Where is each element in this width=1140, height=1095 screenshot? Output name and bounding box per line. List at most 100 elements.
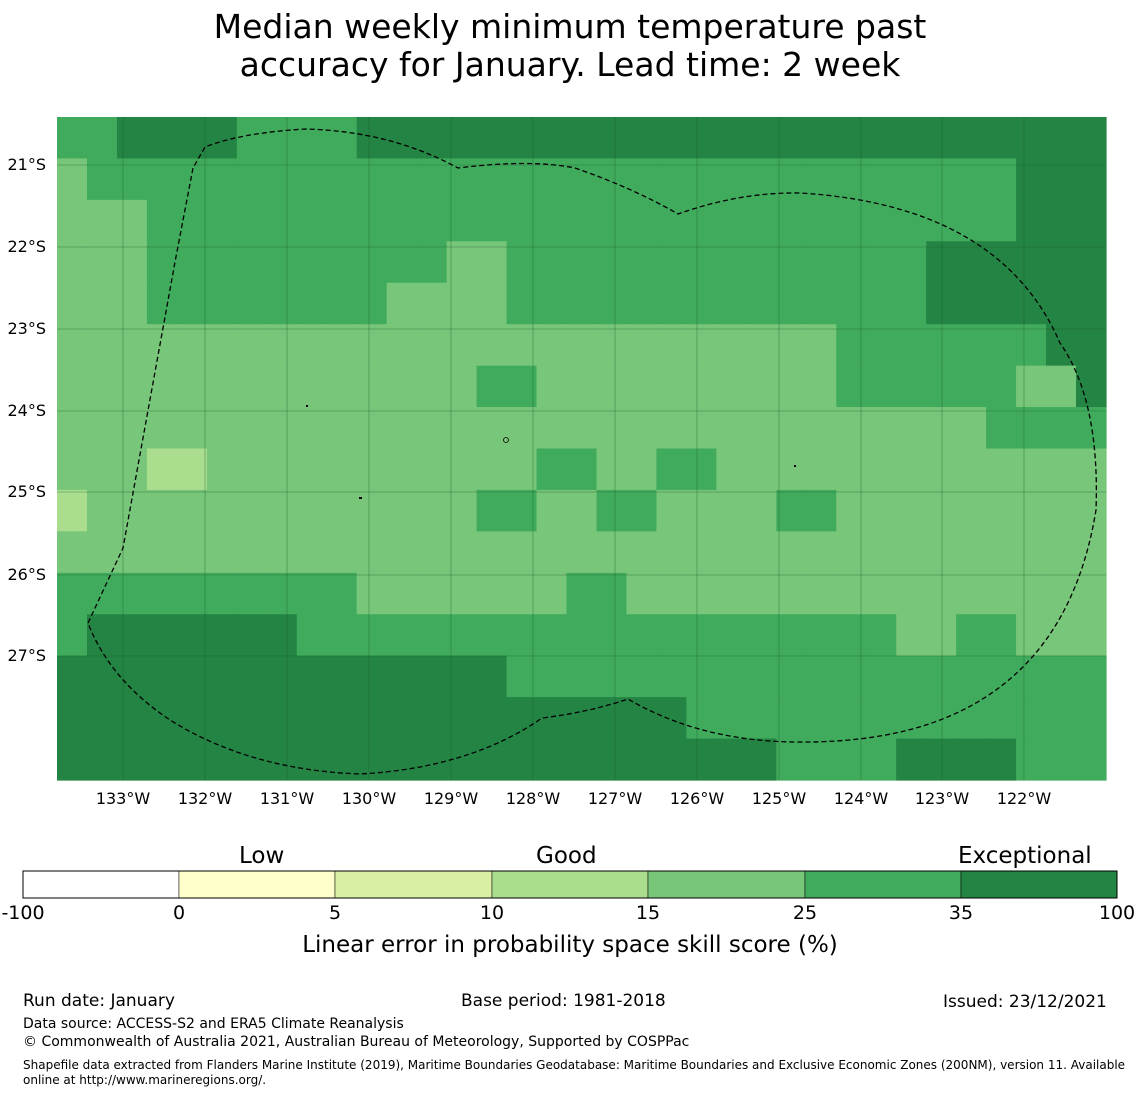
grid-cell <box>416 282 448 325</box>
grid-cell <box>686 655 717 698</box>
grid-cell <box>206 489 238 532</box>
grid-cell <box>356 655 388 698</box>
grid-cell <box>236 531 268 574</box>
grid-cell <box>656 572 687 615</box>
grid-cell <box>506 241 538 284</box>
grid-cell <box>836 614 867 657</box>
grid-cell <box>446 531 478 574</box>
grid-cell <box>806 199 837 242</box>
grid-cell <box>146 697 178 740</box>
grid-cell <box>116 324 148 367</box>
grid-cell <box>776 655 807 698</box>
grid-cell <box>476 531 508 574</box>
grid-cell <box>926 158 957 201</box>
grid-cell <box>146 489 178 532</box>
grid-cell <box>866 489 897 532</box>
grid-cell <box>386 489 418 532</box>
grid-cell <box>926 324 957 367</box>
grid-cell <box>956 697 987 740</box>
grid-cell <box>146 531 178 574</box>
grid-cell <box>86 241 118 284</box>
grid-cell <box>746 365 777 408</box>
grid-cell <box>356 489 388 532</box>
grid-cell <box>296 282 328 325</box>
longitude-label: 123°W <box>914 789 970 808</box>
grid-cell <box>386 572 418 615</box>
grid-cell <box>386 448 418 491</box>
grid-cell <box>206 448 238 491</box>
grid-cell <box>626 614 658 657</box>
grid-cell <box>236 282 268 325</box>
grid-cell <box>566 697 598 740</box>
grid-cell <box>86 158 118 201</box>
grid-cell <box>326 655 358 698</box>
grid-cell <box>986 241 1017 284</box>
grid-cell <box>266 117 298 160</box>
grid-cell <box>176 282 208 325</box>
grid-cell <box>266 738 298 781</box>
grid-cell <box>716 531 747 574</box>
grid-cell <box>596 614 628 657</box>
grid-cell <box>1076 614 1107 657</box>
grid-cell <box>806 324 837 367</box>
grid-cell <box>986 407 1017 450</box>
grid-cell <box>326 572 358 615</box>
grid-cell <box>57 407 88 450</box>
grid-cell <box>746 614 777 657</box>
grid-cell <box>626 199 658 242</box>
grid-cell <box>836 365 867 408</box>
latitude-label: 26°S <box>7 565 46 584</box>
grid-cell <box>746 199 777 242</box>
grid-cell <box>686 365 717 408</box>
grid-cell <box>746 655 777 698</box>
grid-cell <box>716 448 747 491</box>
grid-cell <box>506 614 538 657</box>
grid-cell <box>836 738 867 781</box>
grid-cell <box>686 158 717 201</box>
grid-cell <box>506 655 538 698</box>
grid-cell <box>896 117 927 160</box>
run-date: Run date: January <box>23 991 175 1011</box>
longitude-label: 128°W <box>505 789 561 808</box>
grid-cell <box>896 489 927 532</box>
grid-cell <box>416 365 448 408</box>
grid-cell <box>506 697 538 740</box>
grid-cell <box>536 324 568 367</box>
grid-cell <box>176 655 208 698</box>
grid-cell <box>146 158 178 201</box>
grid-cell <box>446 158 478 201</box>
grid-cell <box>176 117 208 160</box>
grid-cell <box>656 365 687 408</box>
grid-cell <box>326 241 358 284</box>
grid-cell <box>506 158 538 201</box>
grid-cell <box>656 489 687 532</box>
grid-cell <box>356 531 388 574</box>
latitude-label: 23°S <box>7 319 46 338</box>
grid-cell <box>746 407 777 450</box>
grid-cell <box>57 241 88 284</box>
grid-cell <box>506 531 538 574</box>
grid-cell <box>506 407 538 450</box>
grid-cell <box>866 282 897 325</box>
grid-cell <box>57 697 88 740</box>
grid-cell <box>1076 241 1107 284</box>
grid-cell <box>296 448 328 491</box>
grid-cell <box>386 407 418 450</box>
longitude-label: 127°W <box>587 789 643 808</box>
grid-cell <box>806 489 837 532</box>
grid-cell <box>1016 572 1047 615</box>
grid-cell <box>1016 365 1047 408</box>
grid-cell <box>536 365 568 408</box>
colorbar-bin <box>334 870 493 899</box>
grid-cell <box>566 158 598 201</box>
grid-cell <box>356 738 388 781</box>
base-period: Base period: 1981-2018 <box>461 991 666 1011</box>
grid-cell <box>1046 282 1077 325</box>
latitude-label: 27°S <box>7 646 46 665</box>
grid-cell <box>926 199 957 242</box>
grid-cell <box>326 738 358 781</box>
grid-cell <box>1046 572 1077 615</box>
colorbar-label: Linear error in probability space skill … <box>302 932 838 958</box>
grid-cell <box>866 655 897 698</box>
grid-cell <box>356 448 388 491</box>
